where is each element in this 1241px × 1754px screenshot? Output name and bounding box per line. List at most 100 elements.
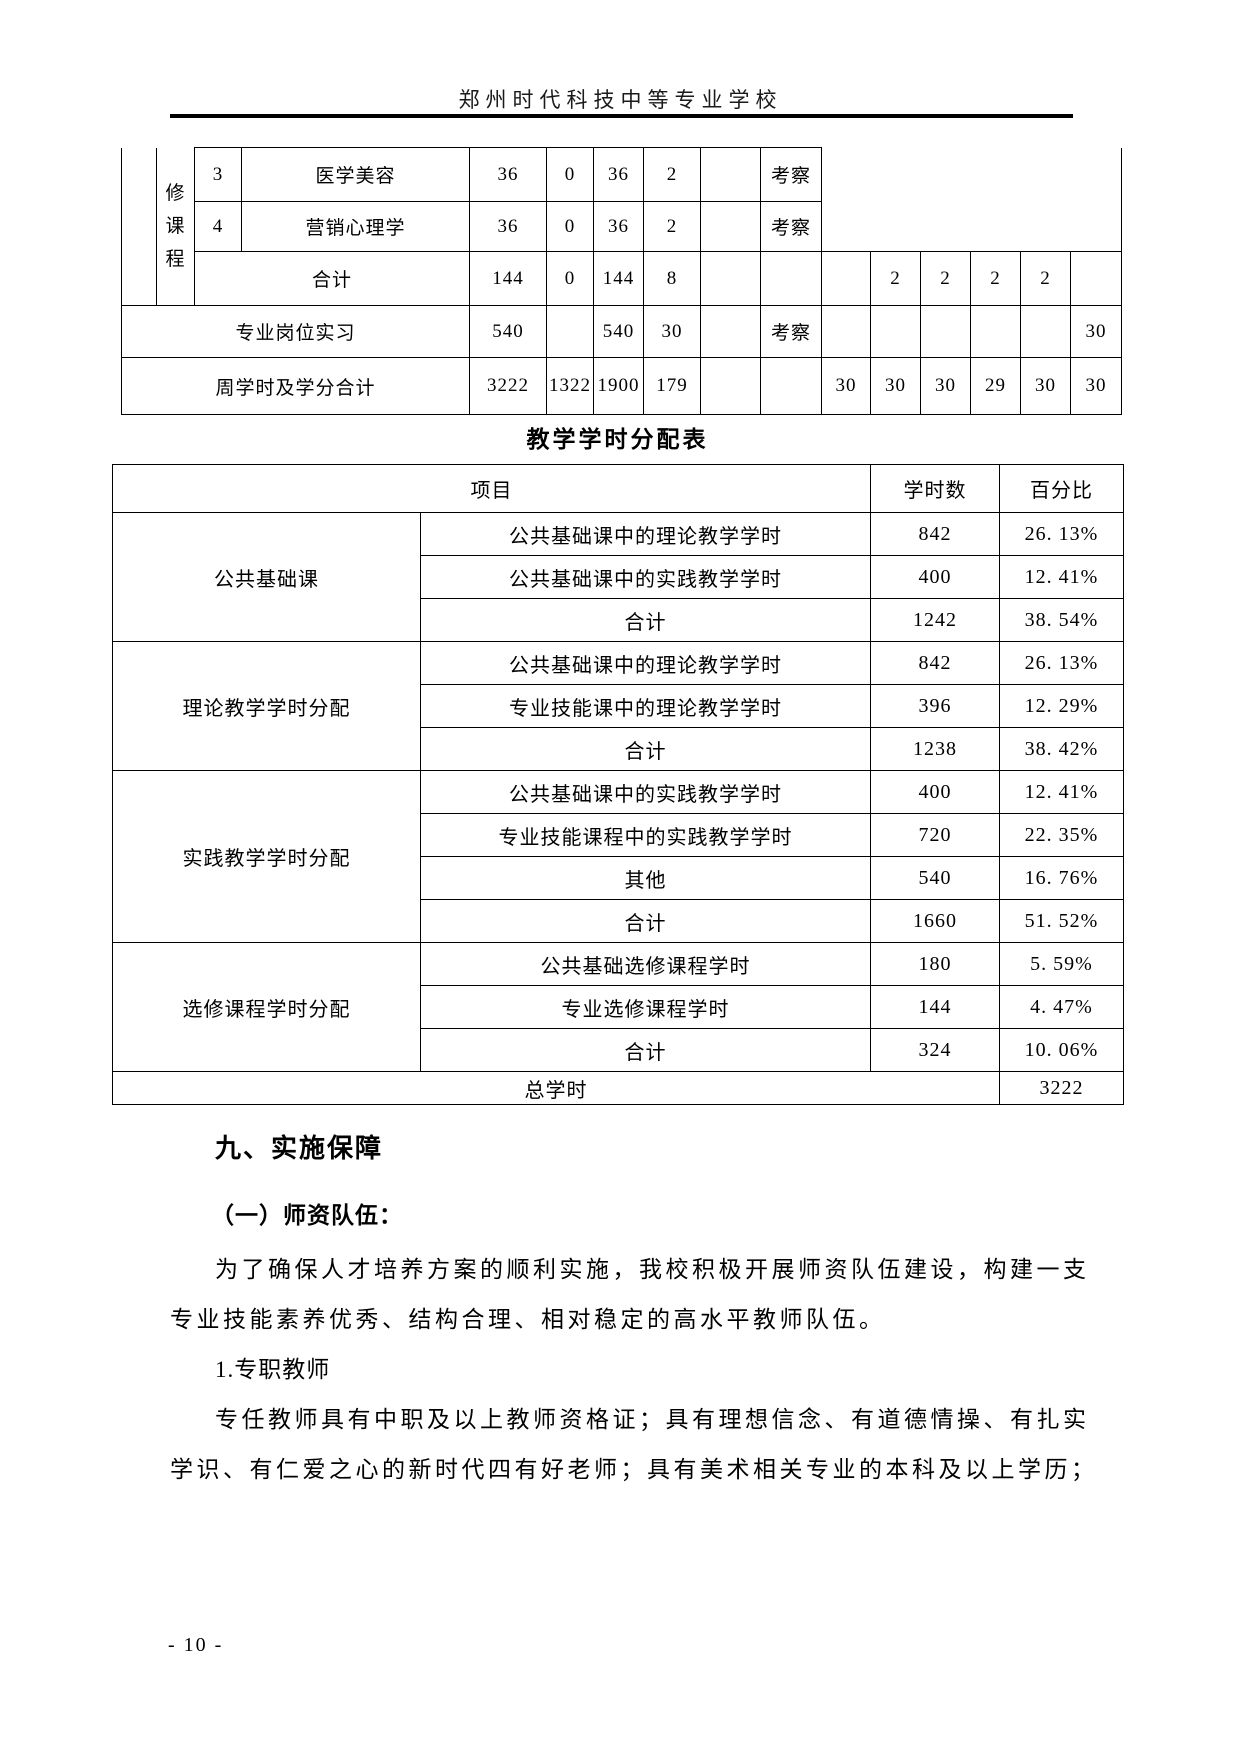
row-percent: 4. 47% xyxy=(999,985,1124,1029)
row-item: 其他 xyxy=(420,856,871,900)
row-hours: 180 xyxy=(870,942,1000,986)
row-percent: 38. 54% xyxy=(999,598,1124,642)
course-total-hours: 36 xyxy=(469,147,547,202)
table-row: 修课程 3 医学美容 36 0 36 2 考察 xyxy=(121,147,1123,306)
subtotal-label: 合计 xyxy=(194,251,470,306)
row-item: 专业选修课程学时 xyxy=(420,985,871,1029)
row-percent: 5. 59% xyxy=(999,942,1124,986)
row-percent: 26. 13% xyxy=(999,512,1124,556)
open-region xyxy=(821,147,1123,252)
semester-cell xyxy=(920,305,971,358)
paragraph-line: 专业技能素养优秀、结构合理、相对稳定的高水平教师队伍。 xyxy=(170,1307,886,1332)
row-item: 公共基础课中的实践教学学时 xyxy=(420,555,871,599)
semester-cell: 30 xyxy=(1069,305,1123,358)
row-hours: 400 xyxy=(870,555,1000,599)
header-divider-line xyxy=(170,114,1073,118)
category-vertical-label: 修课程 xyxy=(165,182,186,270)
row-item: 公共基础课中的理论教学学时 xyxy=(420,641,871,685)
course-practice-hours: 36 xyxy=(593,201,644,252)
semester-cell: 2 xyxy=(870,251,921,306)
semester-cell: 30 xyxy=(1069,357,1123,415)
course-credits: 2 xyxy=(643,147,701,202)
row-percent: 16. 76% xyxy=(999,856,1124,900)
row-item: 合计 xyxy=(420,899,871,943)
group-name: 公共基础课 xyxy=(112,512,421,642)
table-row-subtotal: 合计 144 0 144 8 2 2 2 2 xyxy=(122,251,1123,306)
category-cell: 修课程 xyxy=(156,147,195,306)
row-item: 专业技能课程中的实践教学学时 xyxy=(420,813,871,857)
table-row-internship: 专业岗位实习 540 540 30 考察 30 xyxy=(121,305,1123,358)
col-header-percent: 百分比 xyxy=(999,464,1124,513)
course-name: 医学美容 xyxy=(241,147,470,202)
list-item-heading: 1.专职教师 xyxy=(215,1357,331,1382)
weekly-total-total: 3222 xyxy=(469,357,547,415)
paragraph-line: 学识、有仁爱之心的新时代四有好老师；具有美术相关专业的本科及以上学历； xyxy=(170,1457,1098,1482)
semester-cell: 30 xyxy=(821,357,871,415)
semester-cell xyxy=(970,305,1021,358)
hours-table-title: 教学学时分配表 xyxy=(526,427,709,452)
table-row: 专业技能课中的理论教学学时 396 12. 29% xyxy=(113,684,1124,728)
row-hours: 324 xyxy=(870,1028,1000,1072)
table-row: 选修课程学时分配 公共基础选修课程学时 180 5. 59% xyxy=(112,942,1124,1072)
hours-table-header-row: 项目 学时数 百分比 xyxy=(112,464,1124,513)
table-row-weekly-total: 周学时及学分合计 3222 1322 1900 179 30 30 30 29 … xyxy=(121,357,1123,415)
internship-assess-cell: 考察 xyxy=(760,305,822,358)
row-item: 公共基础课中的理论教学学时 xyxy=(420,512,871,556)
internship-exam-cell xyxy=(700,305,761,358)
subtotal-theory: 0 xyxy=(546,251,594,306)
row-hours: 540 xyxy=(870,856,1000,900)
row-percent: 12. 41% xyxy=(999,555,1124,599)
group-name: 选修课程学时分配 xyxy=(112,942,421,1072)
row-item: 专业技能课中的理论教学学时 xyxy=(420,684,871,728)
curriculum-table: 修课程 3 医学美容 36 0 36 2 考察 4 营销心理学 36 0 36 … xyxy=(121,147,1123,415)
semester-cell: 29 xyxy=(970,357,1021,415)
hours-table: 项目 学时数 百分比 公共基础课 公共基础课中的理论教学学时 842 26. 1… xyxy=(112,464,1124,1105)
hours-table-total-row: 总学时 3222 xyxy=(112,1071,1124,1105)
course-credits: 2 xyxy=(643,201,701,252)
row-hours: 144 xyxy=(870,985,1000,1029)
row-percent: 10. 06% xyxy=(999,1028,1124,1072)
course-exam-cell xyxy=(700,201,761,252)
row-item: 合计 xyxy=(420,1028,871,1072)
course-no: 3 xyxy=(194,147,242,202)
group-name: 理论教学学时分配 xyxy=(112,641,421,771)
course-total-hours: 36 xyxy=(469,201,547,252)
row-percent: 26. 13% xyxy=(999,641,1124,685)
semester-cell xyxy=(1069,251,1123,306)
semester-cell: 30 xyxy=(1020,357,1071,415)
row-percent: 22. 35% xyxy=(999,813,1124,857)
course-exam-cell xyxy=(700,147,761,202)
row-percent: 51. 52% xyxy=(999,899,1124,943)
group-name: 实践教学学时分配 xyxy=(112,770,421,943)
row-hours: 1660 xyxy=(870,899,1000,943)
section-heading: 九、实施保障 xyxy=(215,1133,384,1163)
table-row: 理论教学学时分配 公共基础课中的理论教学学时 842 26. 13% xyxy=(112,641,1124,771)
page-number: - 10 - xyxy=(168,1634,224,1656)
weekly-total-exam-cell xyxy=(700,357,761,415)
row-hours: 400 xyxy=(870,770,1000,814)
semester-cell xyxy=(1020,305,1071,358)
semester-cell: 30 xyxy=(870,357,921,415)
weekly-total-credits: 179 xyxy=(643,357,701,415)
course-practice-hours: 36 xyxy=(593,147,644,202)
course-theory-hours: 0 xyxy=(546,147,594,202)
table-row: 其他 540 16. 76% xyxy=(113,856,1124,900)
row-percent: 12. 41% xyxy=(999,770,1124,814)
table-row: 合计 324 10. 06% xyxy=(113,1028,1124,1072)
row-percent: 38. 42% xyxy=(999,727,1124,771)
total-hours-label: 总学时 xyxy=(112,1071,1000,1105)
course-theory-hours: 0 xyxy=(546,201,594,252)
internship-label: 专业岗位实习 xyxy=(121,305,470,358)
table-row: 专业技能课程中的实践教学学时 720 22. 35% xyxy=(113,813,1124,857)
internship-practice: 540 xyxy=(593,305,644,358)
table-row: 合计 1660 51. 52% xyxy=(113,899,1124,943)
semester-cell xyxy=(821,251,871,306)
semester-cell: 2 xyxy=(1020,251,1071,306)
table-row: 实践教学学时分配 公共基础课中的实践教学学时 400 12. 41% xyxy=(112,770,1124,943)
row-hours: 720 xyxy=(870,813,1000,857)
row-hours: 1238 xyxy=(870,727,1000,771)
total-hours-value: 3222 xyxy=(999,1071,1124,1105)
semester-cell xyxy=(870,305,921,358)
subtotal-assess-cell xyxy=(760,251,822,306)
